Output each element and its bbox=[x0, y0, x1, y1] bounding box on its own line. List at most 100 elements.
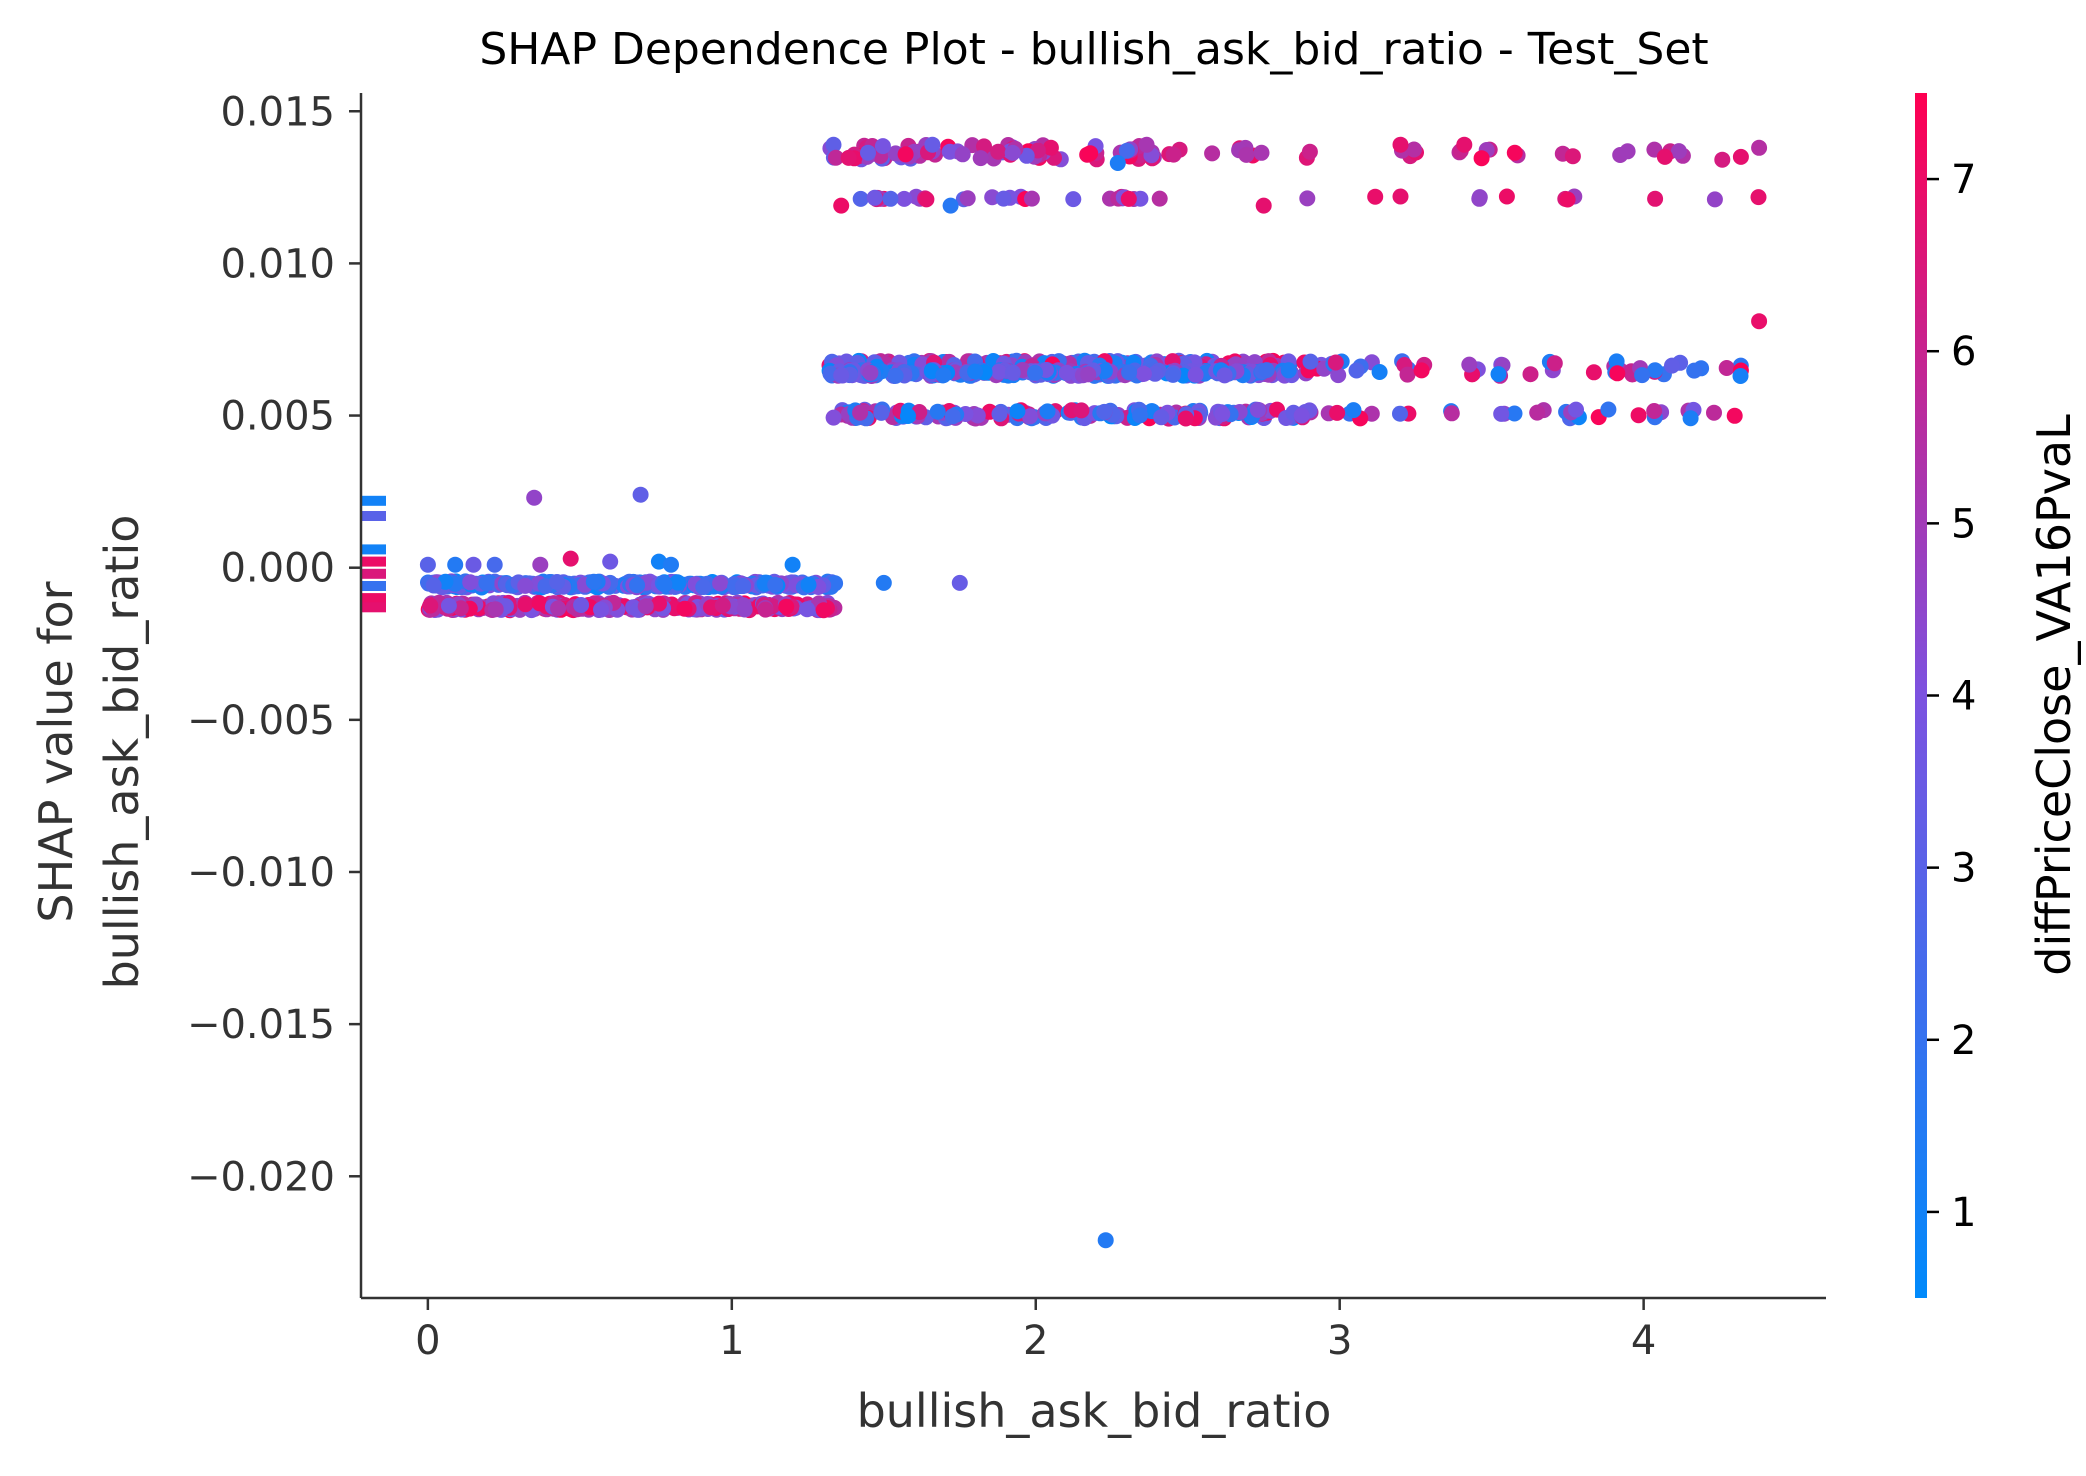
scatter-point bbox=[951, 574, 968, 591]
scatter-point bbox=[440, 597, 457, 614]
x-tick-label: 3 bbox=[1327, 1318, 1352, 1364]
scatter-point bbox=[651, 595, 667, 612]
scatter-point bbox=[827, 575, 844, 592]
scatter-point bbox=[1392, 188, 1409, 205]
scatter-point bbox=[897, 146, 914, 163]
scatter-point bbox=[526, 489, 543, 506]
scatter-point bbox=[1367, 188, 1384, 205]
scatter-point bbox=[874, 138, 891, 155]
scatter-point bbox=[1726, 407, 1743, 424]
colorbar-tick-label: 5 bbox=[1951, 501, 1976, 547]
scatter-point bbox=[833, 367, 850, 384]
scatter-point bbox=[1585, 364, 1602, 381]
scatter-point bbox=[1634, 367, 1651, 384]
scatter-point bbox=[896, 190, 913, 207]
scatter-point bbox=[1399, 366, 1416, 383]
scatter-point bbox=[1023, 190, 1040, 207]
scatter-point bbox=[602, 553, 619, 570]
colorbar-tick-label: 3 bbox=[1951, 846, 1976, 892]
scatter-point bbox=[1255, 197, 1272, 214]
scatter-point bbox=[1718, 360, 1735, 376]
scatter-point bbox=[944, 408, 961, 425]
scatter-point bbox=[585, 573, 602, 590]
nan-marker bbox=[360, 581, 386, 591]
colorbar-title: diffPriceClose_VA16PvaL bbox=[2027, 414, 2081, 976]
scatter-point bbox=[1238, 146, 1255, 163]
scatter-point bbox=[478, 575, 495, 592]
scatter-point bbox=[1750, 189, 1767, 206]
scatter-point bbox=[757, 601, 774, 618]
scatter-point bbox=[422, 597, 439, 614]
scatter-point bbox=[1348, 362, 1365, 379]
scatter-point bbox=[972, 150, 989, 167]
colorbar-tick-label: 7 bbox=[1951, 157, 1976, 203]
scatter-point bbox=[1135, 365, 1152, 382]
scatter-point bbox=[676, 600, 693, 617]
scatter-point bbox=[1302, 353, 1319, 370]
scatter-point bbox=[1732, 368, 1749, 384]
scatter-point bbox=[852, 190, 869, 207]
scatter-point bbox=[1132, 407, 1148, 424]
colorbar-tick-label: 4 bbox=[1951, 674, 1976, 720]
scatter-point bbox=[712, 575, 729, 592]
x-ticks: 0 1 2 3 4 bbox=[415, 1298, 1656, 1364]
scatter-point bbox=[1413, 362, 1430, 379]
scatter-point bbox=[1682, 410, 1699, 427]
scatter-point bbox=[669, 574, 686, 591]
scatter-point bbox=[1187, 366, 1204, 383]
scatter-point bbox=[1138, 136, 1155, 153]
scatter-point bbox=[800, 576, 817, 593]
scatter-point bbox=[650, 553, 667, 570]
scatter-point bbox=[637, 598, 654, 615]
scatter-point bbox=[1204, 145, 1221, 162]
scatter-point bbox=[1280, 362, 1297, 379]
nan-marker bbox=[360, 602, 386, 613]
scatter-point bbox=[1293, 407, 1310, 424]
scatter-point bbox=[929, 403, 946, 420]
scatter-point bbox=[549, 574, 565, 590]
scatter-point bbox=[954, 146, 971, 163]
y-tick-label: −0.005 bbox=[187, 698, 335, 744]
y-tick-label: 0.000 bbox=[220, 546, 335, 592]
scatter-point bbox=[1670, 143, 1687, 160]
scatter-point bbox=[419, 556, 436, 573]
scatter-point bbox=[1506, 405, 1523, 422]
scatter-point bbox=[736, 601, 753, 618]
scatter-point bbox=[1609, 365, 1626, 382]
scatter-point bbox=[969, 407, 986, 424]
scatter-point bbox=[1522, 366, 1539, 383]
scatter-point bbox=[935, 367, 952, 384]
scatter-point bbox=[862, 364, 879, 381]
scatter-point bbox=[924, 136, 941, 153]
scatter-point bbox=[1082, 145, 1099, 162]
scatter-point bbox=[875, 574, 892, 591]
colorbar-tick-label: 2 bbox=[1951, 1018, 1976, 1064]
scatter-point bbox=[1151, 190, 1168, 207]
scatter-point bbox=[1706, 404, 1722, 421]
scatter-point bbox=[799, 601, 816, 618]
nan-marker bbox=[360, 511, 386, 521]
scatter-point bbox=[1073, 402, 1090, 419]
scatter-point bbox=[573, 597, 590, 613]
scatter-point bbox=[1646, 403, 1663, 419]
nan-markers bbox=[360, 495, 386, 613]
y-tick-label: −0.010 bbox=[187, 850, 335, 896]
scatter-point bbox=[656, 576, 673, 593]
scatter-point bbox=[1529, 404, 1546, 421]
scatter-point bbox=[486, 556, 503, 573]
scatter-point bbox=[1058, 364, 1075, 381]
scatter-point bbox=[1042, 139, 1059, 156]
scatter-point bbox=[827, 149, 844, 166]
scatter-point bbox=[1443, 405, 1460, 422]
scatter-point bbox=[1471, 189, 1488, 206]
scatter-point bbox=[1177, 410, 1194, 427]
scatter-point bbox=[1647, 190, 1664, 207]
scatter-point bbox=[967, 363, 984, 380]
nan-marker bbox=[360, 568, 386, 579]
scatter-point bbox=[1249, 401, 1266, 418]
scatter-point bbox=[1165, 146, 1182, 163]
scatter-point bbox=[1080, 366, 1097, 383]
scatter-point bbox=[452, 600, 469, 617]
scatter-point bbox=[1619, 143, 1636, 160]
scatter-point bbox=[1392, 405, 1408, 422]
